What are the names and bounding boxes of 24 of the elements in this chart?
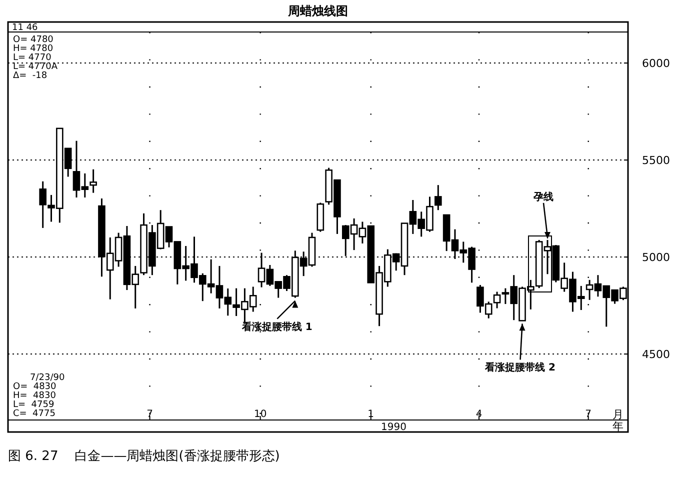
annotation: Δ= -18 xyxy=(13,71,48,81)
ytick: 5500 xyxy=(642,154,670,168)
annotation: 月 xyxy=(612,408,624,421)
title: 周蜡烛线图 xyxy=(288,4,348,18)
annotation: 7/23/90 xyxy=(30,373,65,383)
xtick: 10 xyxy=(254,409,267,420)
annotation: 看涨捉腰带线 1 xyxy=(242,322,312,333)
annotation: O= 4830 xyxy=(13,382,56,392)
ytick: 4500 xyxy=(642,348,670,362)
annotation: 11 46 xyxy=(12,23,38,33)
annotation: 1990 xyxy=(381,422,406,433)
annotation: L= 4759 xyxy=(13,400,54,410)
annotation: 年 xyxy=(612,420,624,433)
xtick: 4 xyxy=(476,409,482,420)
annotation: H= 4780 xyxy=(13,44,54,54)
annotation: 看涨捉腰带线 2 xyxy=(485,362,556,374)
annotation: 图 6. 27 白金——周蜡烛图(香涨捉腰带形态) xyxy=(8,449,280,464)
ytick: 6000 xyxy=(642,57,670,70)
annotation: L= 4770 xyxy=(13,53,52,63)
annotation: 孕线 xyxy=(534,192,554,203)
ytick: 5000 xyxy=(642,251,670,264)
annotation: O= 4780 xyxy=(13,35,54,45)
annotation: H= 4830 xyxy=(13,391,56,401)
annotation: C= 4775 xyxy=(13,409,56,419)
